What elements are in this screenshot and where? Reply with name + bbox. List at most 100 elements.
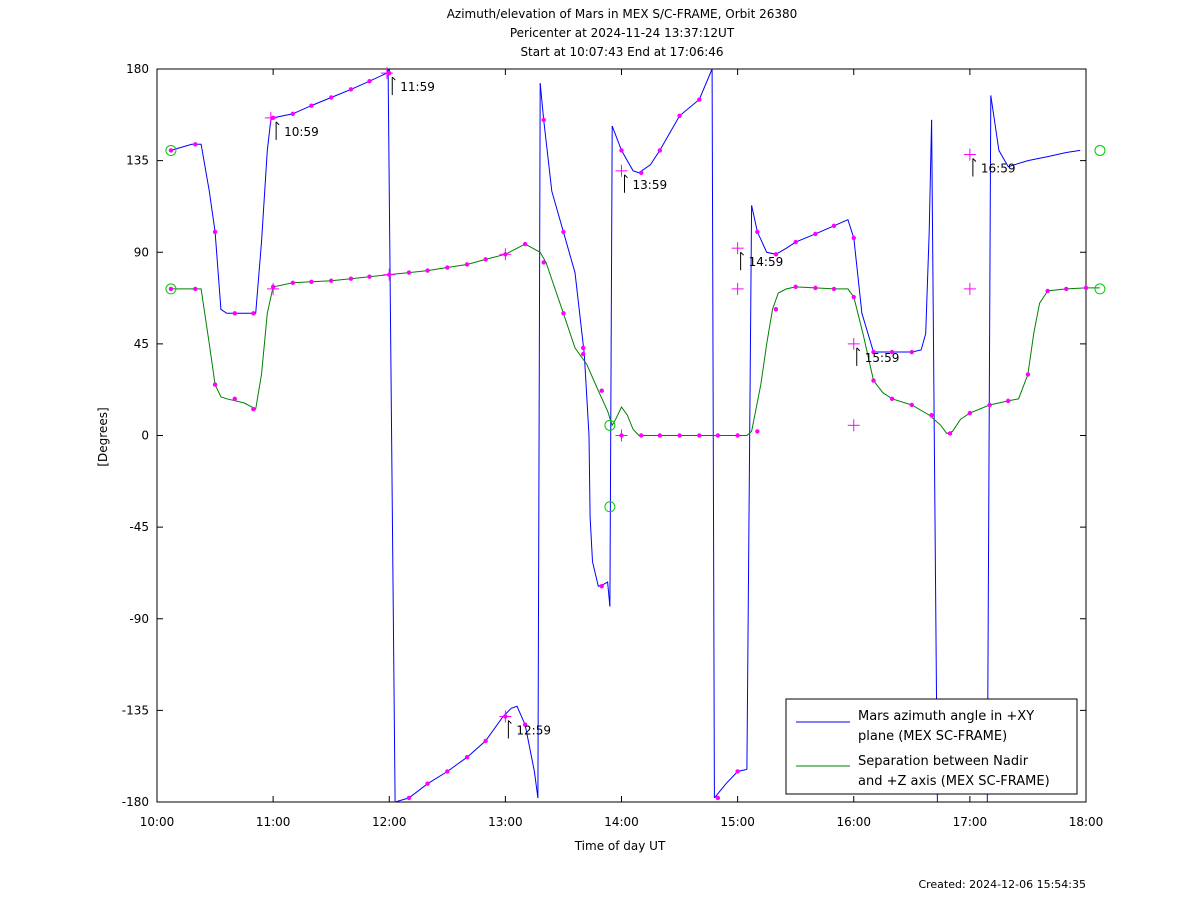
data-point-marker <box>348 87 354 92</box>
y-axis-ticks: 180 135 90 45 0 -45 -90 -135 -180 <box>122 62 1086 809</box>
data-point-marker <box>735 433 740 438</box>
data-point-marker <box>290 280 296 285</box>
y-axis-label: [Degrees] <box>96 407 110 466</box>
data-point-marker <box>947 431 953 436</box>
data-point-marker <box>871 349 876 355</box>
data-point-marker <box>309 279 314 284</box>
data-point-marker <box>755 429 760 434</box>
data-point-marker <box>967 410 973 416</box>
endpoint-circle-marker <box>1094 283 1106 295</box>
endpoint-circle-marker <box>165 283 177 295</box>
annotation-layer: 10:59 11:59 12:59 13:59 14:59 15:59 16:59 <box>275 76 1015 739</box>
data-point-marker <box>889 349 895 355</box>
data-point-marker <box>483 257 488 262</box>
data-point-marker <box>541 260 546 265</box>
data-point-marker <box>909 349 915 355</box>
legend-label-separation-line2: and +Z axis (MEX SC-FRAME) <box>858 774 1050 789</box>
data-point-marker <box>599 388 604 393</box>
data-point-marker <box>909 402 915 408</box>
data-point-marker <box>445 769 450 774</box>
data-point-marker <box>445 265 450 270</box>
data-point-marker <box>1045 288 1050 294</box>
data-point-marker <box>677 113 682 119</box>
data-point-marker <box>813 285 818 291</box>
legend: Mars azimuth angle in +XY plane (MEX SC-… <box>785 698 1078 795</box>
series-azimuth-line <box>711 68 715 798</box>
y-tick-label: -180 <box>122 795 149 809</box>
data-point-marker <box>580 345 586 351</box>
data-point-marker <box>541 117 546 123</box>
x-tick-label: 15:00 <box>720 815 755 829</box>
data-point-marker <box>328 278 334 283</box>
x-axis-ticks: 10:00 11:00 12:00 13:00 14:00 15:00 16:00 17:00… <box>140 69 1103 829</box>
data-point-marker <box>193 286 198 292</box>
time-annotation-label: 12:59 <box>516 723 551 737</box>
data-point-marker <box>290 111 296 116</box>
data-point-marker <box>677 433 682 438</box>
x-axis-label: Time of day UT <box>574 839 666 853</box>
chart-subtitle-start-end: Start at 10:07:43 End at 17:06:46 <box>520 45 723 59</box>
y-tick-label: -90 <box>129 612 149 626</box>
y-tick-label: 0 <box>141 429 149 443</box>
data-point-marker <box>464 262 470 267</box>
chart-title: Azimuth/elevation of Mars in MEX S/C-FRA… <box>447 7 798 21</box>
data-point-marker <box>483 738 488 744</box>
x-tick-label: 13:00 <box>488 815 523 829</box>
data-point-marker <box>871 378 876 383</box>
data-point-marker <box>561 229 566 235</box>
data-point-marker <box>1083 285 1089 291</box>
legend-box <box>785 698 1078 795</box>
series-azimuth-line <box>539 83 611 607</box>
y-tick-label: -45 <box>129 520 149 534</box>
data-point-marker <box>212 229 218 235</box>
data-point-marker <box>168 148 174 153</box>
data-point-marker <box>1064 286 1069 292</box>
time-annotation-pointer <box>275 121 280 126</box>
series-azimuth-line <box>751 119 933 353</box>
data-point-marker <box>522 241 528 247</box>
data-point-marker <box>1025 372 1031 377</box>
time-annotation-pointer <box>856 347 861 352</box>
data-point-marker <box>251 406 256 412</box>
series-azimuth-line <box>387 68 396 803</box>
legend-label-azimuth-line2: plane (MEX SC-FRAME) <box>858 729 1007 744</box>
time-annotation-label: 14:59 <box>749 255 784 269</box>
series-azimuth-line <box>611 68 713 174</box>
data-point-marker <box>773 307 779 312</box>
series-azimuth-line <box>714 768 748 799</box>
data-point-marker <box>657 148 663 153</box>
data-point-marker <box>697 433 702 438</box>
time-annotation-pointer <box>972 158 977 162</box>
series-azimuth-line <box>609 125 613 607</box>
data-point-marker <box>309 103 314 108</box>
time-annotation-pointer <box>391 76 396 81</box>
data-point-marker <box>328 95 334 100</box>
data-point-marker <box>425 781 430 786</box>
series-azimuth-line <box>931 119 938 803</box>
data-point-marker <box>425 268 430 273</box>
data-point-marker <box>813 231 818 237</box>
data-point-marker <box>561 311 566 316</box>
time-annotation-pointer <box>740 251 744 256</box>
endpoint-circle-marker <box>165 144 177 156</box>
series-azimuth-line <box>986 95 992 803</box>
x-tick-label: 16:00 <box>836 815 871 829</box>
data-point-marker <box>580 351 586 357</box>
data-point-marker <box>232 311 238 316</box>
series-azimuth-line <box>537 83 541 798</box>
y-tick-label: -135 <box>122 703 149 717</box>
data-point-marker <box>522 722 528 727</box>
x-tick-label: 10:00 <box>140 815 175 829</box>
data-point-marker <box>987 402 992 408</box>
time-annotation-label: 11:59 <box>400 80 435 94</box>
data-point-marker <box>406 795 412 801</box>
data-point-marker <box>599 583 604 589</box>
data-point-marker <box>1005 398 1011 404</box>
y-tick-label: 45 <box>134 337 149 351</box>
data-point-marker <box>851 235 856 241</box>
data-point-marker <box>755 229 760 235</box>
data-point-marker <box>619 148 624 153</box>
data-point-marker <box>657 433 663 438</box>
y-tick-label: 135 <box>126 154 149 168</box>
